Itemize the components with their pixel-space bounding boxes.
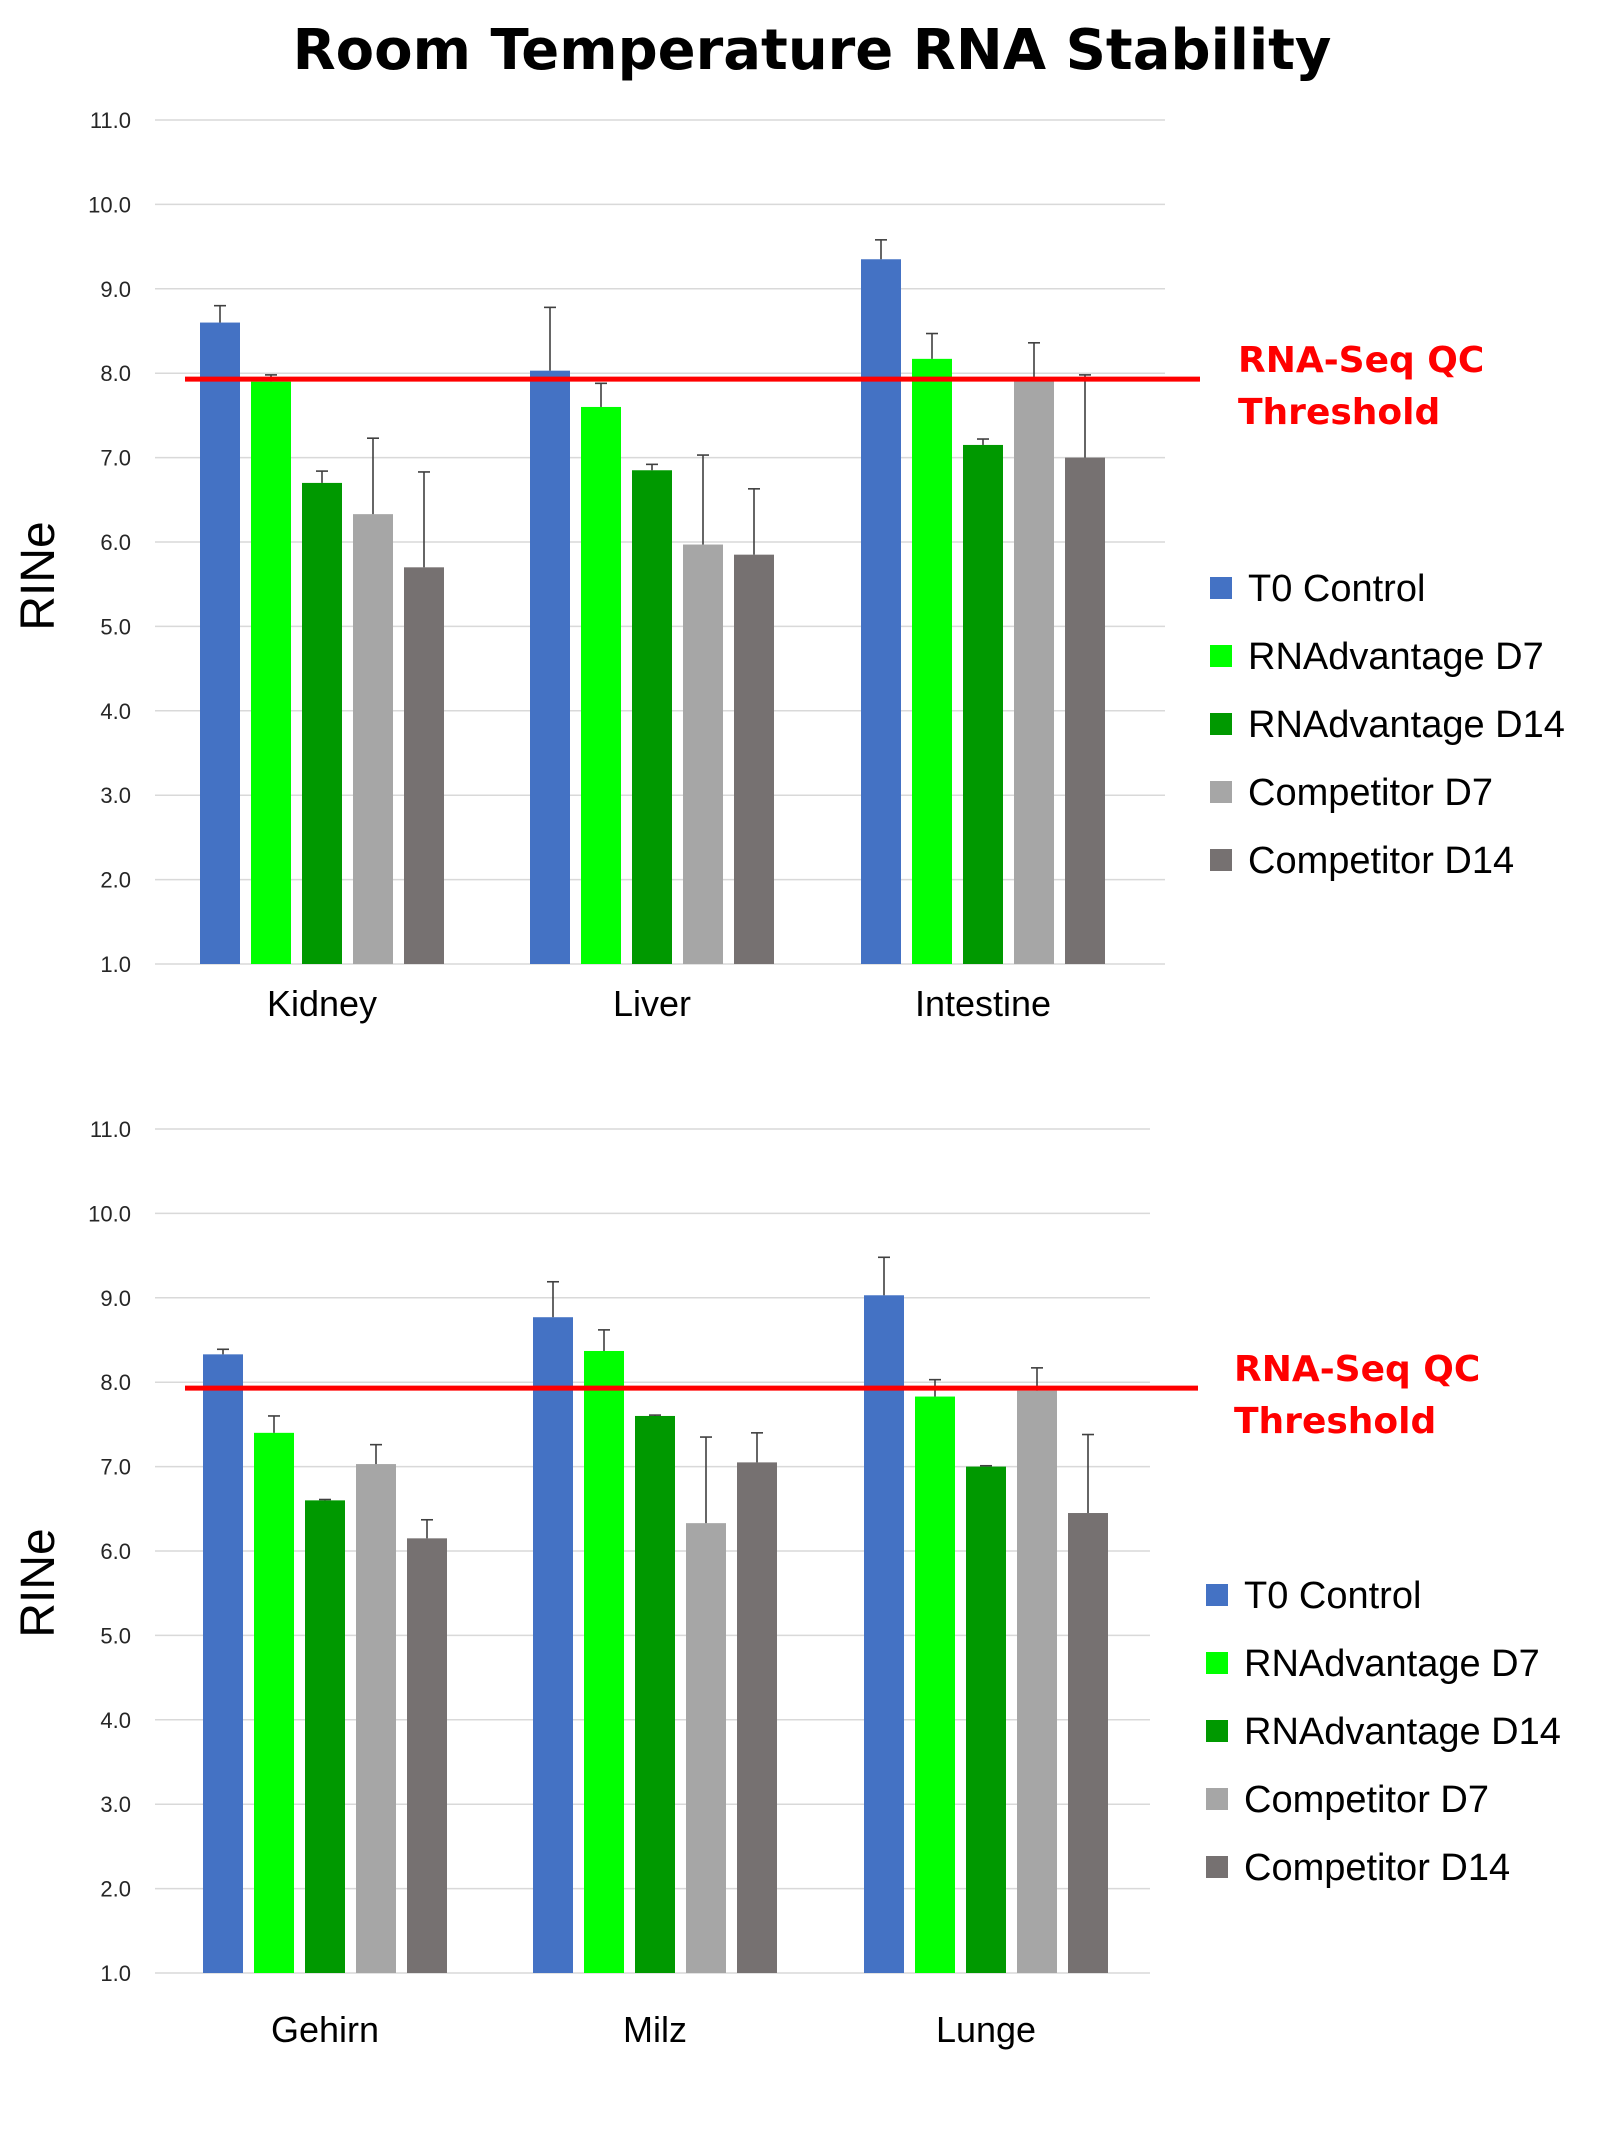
bar-liver-rnadvantage-d14 (632, 470, 672, 964)
bar-milz-t0-control (533, 1317, 573, 1973)
threshold-label-line1: RNA-Seq QC (1238, 340, 1484, 381)
chart-top-kidney-liver-intestine: 1.0 2.0 3.0 4.0 5.0 6.0 7.0 8.0 9.0 10.0 11.0 RINe K… (12, 108, 1565, 1024)
threshold-label-line2: Threshold (1234, 1401, 1436, 1442)
y-axis-label: RINe (12, 521, 65, 630)
bar-milz-rnadvantage-d14 (635, 1415, 675, 1973)
y-tick-label-10-0: 10.0 (88, 192, 131, 217)
threshold-label-line1: RNA-Seq QC (1234, 1349, 1480, 1390)
y-tick-label-4-0: 4.0 (100, 699, 131, 724)
y-tick-label-11-0: 11.0 (90, 1117, 131, 1142)
bar-lunge-competitor-d14 (1068, 1513, 1108, 1973)
bar-intestine-competitor-d7 (1014, 379, 1054, 964)
bar-intestine-competitor-d14 (1065, 457, 1105, 964)
legend-label-competitor-d14: Competitor D14 (1248, 840, 1514, 882)
legend-swatch-rnadvantage-d14 (1210, 713, 1232, 735)
y-tick-label-1-0: 1.0 (100, 1961, 131, 1986)
chart-bottom-gehirn-milz-lunge: 1.0 2.0 3.0 4.0 5.0 6.0 7.0 8.0 9.0 10.0 11.0 RINe G… (12, 1117, 1561, 2050)
y-tick-label-9-0: 9.0 (100, 1286, 131, 1311)
bar-intestine-t0-control (861, 259, 901, 964)
y-tick-label-6-0: 6.0 (100, 1539, 131, 1564)
x-tick-label-kidney: Kidney (267, 983, 377, 1024)
legend-swatch-rnadvantage-d14 (1206, 1720, 1228, 1742)
x-tick-label-lunge: Lunge (936, 2009, 1036, 2050)
y-tick-label-7-0: 7.0 (100, 446, 131, 471)
bar-kidney-rnadvantage-d14 (302, 482, 342, 964)
bar-liver-competitor-d7 (683, 544, 723, 964)
y-tick-label-3-0: 3.0 (100, 1792, 131, 1817)
y-tick-label-10-0: 10.0 (88, 1201, 131, 1226)
bar-gehirn-t0-control (203, 1354, 243, 1973)
x-tick-label-gehirn: Gehirn (271, 2009, 379, 2050)
legend-label-rnadvantage-d14: RNAdvantage D14 (1248, 704, 1565, 746)
y-axis-label: RINe (12, 1528, 65, 1637)
y-tick-label-3-0: 3.0 (100, 783, 131, 808)
legend-label-competitor-d7: Competitor D7 (1248, 772, 1493, 814)
legend-swatch-competitor-d7 (1210, 781, 1232, 803)
legend-swatch-t0-control (1206, 1584, 1228, 1606)
y-tick-label-9-0: 9.0 (100, 277, 131, 302)
legend-label-t0-control: T0 Control (1248, 568, 1425, 610)
bar-lunge-competitor-d7 (1017, 1390, 1057, 1973)
legend-label-competitor-d14: Competitor D14 (1244, 1847, 1510, 1889)
legend-label-rnadvantage-d7: RNAdvantage D7 (1244, 1643, 1540, 1685)
y-tick-label-8-0: 8.0 (100, 361, 131, 386)
legend-swatch-competitor-d7 (1206, 1788, 1228, 1810)
bar-lunge-rnadvantage-d7 (915, 1396, 955, 1973)
bar-liver-t0-control (530, 370, 570, 965)
legend-swatch-competitor-d14 (1206, 1856, 1228, 1878)
y-tick-label-5-0: 5.0 (100, 1623, 131, 1648)
bar-intestine-rnadvantage-d14 (963, 444, 1003, 964)
bar-kidney-competitor-d7 (353, 514, 393, 964)
legend-label-rnadvantage-d14: RNAdvantage D14 (1244, 1711, 1561, 1753)
y-tick-label-5-0: 5.0 (100, 614, 131, 639)
bar-gehirn-rnadvantage-d14 (305, 1500, 345, 1973)
bar-lunge-rnadvantage-d14 (966, 1466, 1006, 1973)
y-tick-label-8-0: 8.0 (100, 1370, 131, 1395)
bar-intestine-rnadvantage-d7 (912, 358, 952, 964)
legend-swatch-rnadvantage-d7 (1206, 1652, 1228, 1674)
legend-label-t0-control: T0 Control (1244, 1575, 1421, 1617)
legend-label-competitor-d7: Competitor D7 (1244, 1779, 1489, 1821)
bar-milz-rnadvantage-d7 (584, 1350, 624, 1973)
bar-lunge-t0-control (864, 1295, 904, 1973)
y-tick-label-2-0: 2.0 (100, 1877, 131, 1902)
threshold-label-line2: Threshold (1238, 392, 1440, 433)
y-tick-label-6-0: 6.0 (100, 530, 131, 555)
x-tick-label-liver: Liver (613, 983, 691, 1024)
legend: T0 Control RNAdvantage D7 RNAdvantage D14 C… (1210, 568, 1565, 882)
x-tick-label-milz: Milz (623, 2009, 687, 2050)
y-tick-label-11-0: 11.0 (90, 108, 131, 133)
legend: T0 Control RNAdvantage D7 RNAdvantage D14 C… (1206, 1575, 1561, 1889)
legend-label-rnadvantage-d7: RNAdvantage D7 (1248, 636, 1544, 678)
bar-liver-competitor-d14 (734, 554, 774, 964)
legend-swatch-competitor-d14 (1210, 849, 1232, 871)
bar-gehirn-competitor-d7 (356, 1464, 396, 1973)
bar-liver-rnadvantage-d7 (581, 406, 621, 965)
y-tick-label-7-0: 7.0 (100, 1455, 131, 1480)
x-tick-label-intestine: Intestine (915, 983, 1051, 1024)
bar-kidney-t0-control (200, 322, 240, 964)
bar-gehirn-competitor-d14 (407, 1538, 447, 1973)
y-tick-label-4-0: 4.0 (100, 1708, 131, 1733)
bar-milz-competitor-d14 (737, 1462, 777, 1973)
y-tick-label-1-0: 1.0 (100, 952, 131, 977)
bar-gehirn-rnadvantage-d7 (254, 1432, 294, 1973)
bar-kidney-competitor-d14 (404, 567, 444, 964)
y-tick-label-2-0: 2.0 (100, 868, 131, 893)
legend-swatch-rnadvantage-d7 (1210, 645, 1232, 667)
chart-title: Room Temperature RNA Stability (292, 18, 1332, 83)
bar-milz-competitor-d7 (686, 1523, 726, 1973)
legend-swatch-t0-control (1210, 577, 1232, 599)
bar-kidney-rnadvantage-d7 (251, 381, 291, 964)
